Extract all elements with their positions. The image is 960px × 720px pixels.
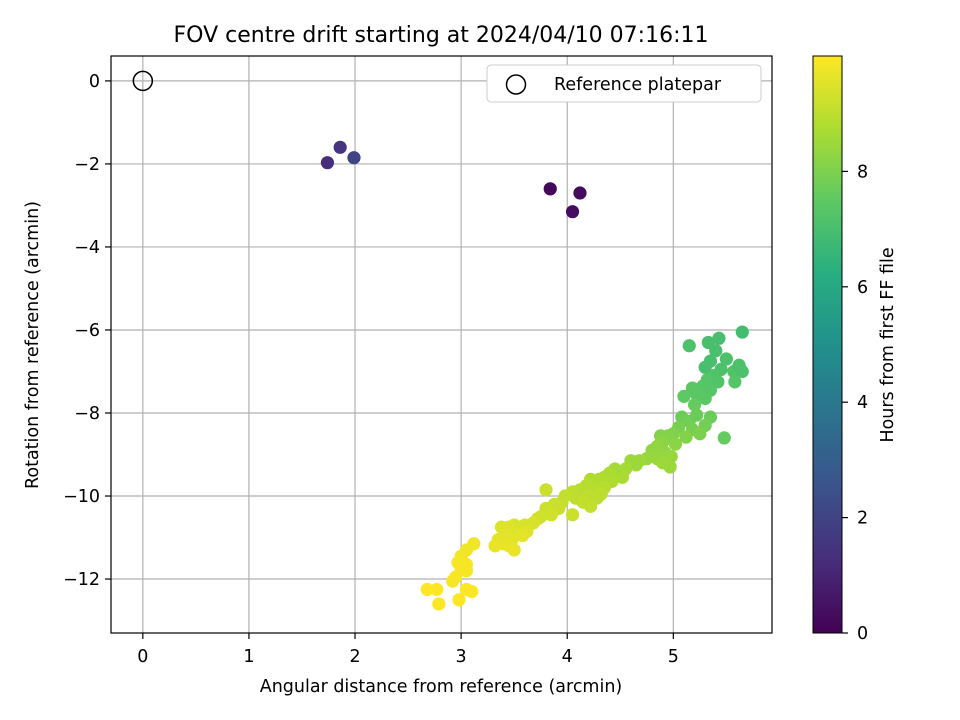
colorbar-label: Hours from first FF file	[878, 247, 898, 442]
data-point	[488, 539, 502, 553]
y-tick-label: −6	[74, 321, 100, 341]
colorbar-gradient	[812, 55, 843, 634]
data-point	[516, 528, 530, 543]
data-point	[432, 597, 446, 611]
x-tick-label: 1	[243, 647, 254, 667]
legend: Reference platepar	[486, 64, 762, 103]
data-point	[629, 458, 643, 472]
y-tick-label: −8	[74, 404, 100, 424]
data-point	[333, 140, 347, 154]
data-points	[320, 140, 749, 611]
data-point	[583, 499, 598, 513]
data-point	[687, 398, 702, 412]
x-tick-label: 3	[456, 647, 467, 667]
legend-marker-icon	[505, 74, 527, 95]
reference-platepar-marker	[132, 70, 154, 92]
data-point	[573, 186, 587, 200]
data-point	[698, 360, 712, 374]
data-point	[459, 564, 474, 578]
legend-entry-reference: Reference platepar	[554, 75, 722, 95]
data-point	[420, 582, 434, 597]
colorbar-tick-label: 2	[857, 509, 868, 529]
x-axis-label: Angular distance from reference (arcmin)	[260, 677, 623, 697]
plot-frame	[110, 55, 773, 634]
y-tick-label: −10	[63, 487, 100, 507]
x-tick-label: 2	[349, 647, 360, 667]
data-point	[693, 427, 707, 441]
data-point	[615, 470, 629, 484]
data-point	[709, 344, 723, 358]
data-point	[728, 375, 742, 389]
colorbar-tick-label: 8	[857, 162, 868, 182]
data-point	[698, 391, 712, 406]
data-point	[544, 508, 558, 522]
data-point	[452, 593, 466, 607]
y-tick-label: −12	[63, 570, 100, 590]
data-point	[682, 339, 696, 353]
data-point	[679, 430, 693, 444]
data-point	[543, 182, 557, 196]
data-point	[663, 460, 677, 474]
x-tick-label: 5	[668, 647, 679, 667]
data-point	[446, 574, 460, 588]
data-point	[677, 389, 691, 403]
y-axis-ticks: 0 −2 −4 −6 −8 −10 −12	[63, 72, 111, 590]
data-point	[430, 582, 444, 597]
colorbar-tick-label: 6	[857, 278, 868, 298]
chart-title: FOV centre drift starting at 2024/04/10 …	[174, 23, 709, 48]
x-tick-label: 0	[137, 647, 148, 667]
colorbar-ticks: 0 2 4 6 8	[842, 162, 868, 644]
data-point	[347, 151, 361, 165]
y-tick-label: −4	[74, 238, 100, 258]
y-axis-label: Rotation from reference (arcmin)	[23, 201, 43, 489]
data-point	[465, 584, 479, 599]
data-point	[735, 325, 749, 339]
data-point	[712, 331, 726, 345]
colorbar-tick-label: 4	[857, 393, 868, 413]
data-point	[668, 437, 683, 451]
data-point	[320, 156, 335, 170]
x-axis-ticks: 0 1 2 3 4 5	[137, 633, 679, 667]
data-point	[565, 205, 580, 219]
data-point	[539, 483, 553, 497]
grid-lines	[111, 56, 772, 633]
x-tick-label: 4	[562, 647, 573, 667]
data-point	[717, 431, 731, 445]
data-point	[735, 364, 749, 379]
data-point	[719, 352, 733, 366]
y-tick-label: 0	[89, 72, 100, 92]
legend-box	[486, 64, 762, 103]
data-point	[565, 508, 580, 522]
data-point	[502, 539, 516, 553]
y-tick-label: −2	[74, 155, 100, 175]
colorbar: 0 2 4 6 8 Hours from first FF file	[812, 55, 898, 644]
colorbar-tick-label: 0	[857, 624, 868, 644]
data-point	[690, 408, 704, 422]
